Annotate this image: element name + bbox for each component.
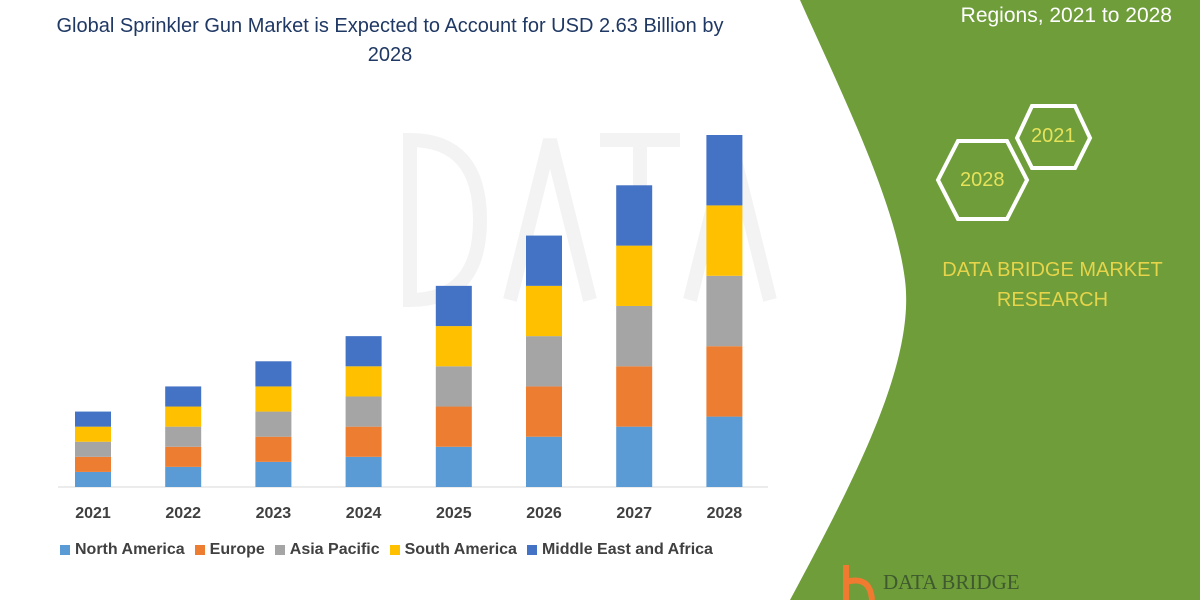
legend-label: Europe bbox=[209, 541, 265, 558]
bar-segment-north-america-2022 bbox=[165, 466, 202, 487]
x-tick-label: 2024 bbox=[346, 505, 382, 522]
legend-swatch bbox=[194, 545, 205, 555]
green-panel bbox=[790, 0, 1200, 600]
bar-segment-asia-pacific-2023 bbox=[255, 411, 292, 437]
bar-segment-europe-2025 bbox=[435, 406, 472, 447]
bar-segment-middle-east-and-africa-2023 bbox=[255, 361, 292, 387]
bar-segment-south-america-2026 bbox=[526, 285, 562, 337]
bar-segment-middle-east-and-africa-2021 bbox=[75, 411, 111, 427]
legend-swatch bbox=[274, 545, 285, 555]
bar-segment-south-america-2027 bbox=[616, 245, 653, 306]
bar-segment-europe-2028 bbox=[706, 346, 743, 417]
bar-segment-south-america-2023 bbox=[255, 386, 292, 412]
bar-segment-middle-east-and-africa-2024 bbox=[345, 336, 382, 367]
x-tick-label: 2027 bbox=[616, 505, 652, 522]
bar-segment-middle-east-and-africa-2026 bbox=[526, 235, 562, 286]
bar-segment-asia-pacific-2025 bbox=[435, 366, 472, 407]
bar-segment-north-america-2028 bbox=[706, 416, 743, 487]
x-tick-label: 2022 bbox=[165, 505, 201, 522]
bar-segment-north-america-2024 bbox=[345, 456, 382, 487]
bar-segment-asia-pacific-2024 bbox=[345, 396, 382, 427]
bar-segment-north-america-2021 bbox=[75, 471, 111, 487]
hexagon-2021 bbox=[1014, 104, 1093, 170]
x-tick-label: 2026 bbox=[526, 505, 562, 522]
legend-item: North America bbox=[60, 541, 185, 559]
bars bbox=[75, 135, 743, 487]
hex-year-2028: 2028 bbox=[960, 169, 1005, 191]
bar-segment-asia-pacific-2026 bbox=[526, 336, 562, 387]
bar-segment-europe-2021 bbox=[75, 456, 111, 472]
legend-item: South America bbox=[389, 541, 517, 559]
x-tick-label: 2021 bbox=[75, 505, 111, 522]
legend-label: Asia Pacific bbox=[289, 541, 380, 558]
brand-text: DATA BRIDGE MARKET RESEARCH bbox=[942, 259, 1163, 311]
legend-label: Middle East and Africa bbox=[541, 541, 713, 558]
bar-segment-middle-east-and-africa-2028 bbox=[706, 135, 743, 206]
legend: North America Europe Asia Pacific South … bbox=[60, 541, 713, 559]
bar-segment-middle-east-and-africa-2025 bbox=[435, 285, 472, 327]
bar-segment-south-america-2025 bbox=[435, 326, 472, 367]
bar-segment-south-america-2021 bbox=[75, 426, 111, 442]
x-tick-labels: 2021 2022 2023 2024 2025 2026 2027 2028 bbox=[75, 505, 742, 522]
legend-item: Middle East and Africa bbox=[526, 541, 713, 559]
chart-title: Global Sprinkler Gun Market is Expected … bbox=[56, 15, 724, 66]
bar-segment-europe-2026 bbox=[526, 386, 562, 437]
bar-segment-south-america-2024 bbox=[345, 366, 382, 397]
bar-segment-asia-pacific-2028 bbox=[706, 275, 743, 347]
logo-text: DATA BRIDGE bbox=[883, 570, 1020, 594]
legend-item: Europe bbox=[194, 541, 265, 559]
hex-year-2021: 2021 bbox=[1031, 125, 1076, 147]
hexagon-2028 bbox=[935, 139, 1030, 221]
x-tick-label: 2025 bbox=[436, 505, 472, 522]
legend-swatch bbox=[526, 545, 537, 555]
bar-segment-north-america-2027 bbox=[616, 426, 653, 487]
bar-segment-asia-pacific-2027 bbox=[616, 305, 653, 367]
bar-segment-europe-2023 bbox=[255, 436, 292, 462]
legend-label: South America bbox=[404, 541, 517, 558]
logo-icon bbox=[843, 565, 875, 600]
bar-segment-asia-pacific-2022 bbox=[165, 426, 202, 447]
bar-segment-europe-2027 bbox=[616, 366, 653, 427]
bar-segment-middle-east-and-africa-2027 bbox=[616, 185, 653, 246]
bar-segment-middle-east-and-africa-2022 bbox=[165, 386, 202, 407]
legend-swatch bbox=[60, 545, 70, 555]
legend-label: North America bbox=[75, 541, 185, 558]
x-tick-label: 2028 bbox=[707, 505, 743, 522]
bar-segment-asia-pacific-2021 bbox=[75, 441, 111, 457]
bar-segment-europe-2024 bbox=[345, 426, 382, 457]
legend-swatch bbox=[389, 545, 400, 555]
bar-segment-europe-2022 bbox=[165, 446, 202, 467]
bar-segment-north-america-2023 bbox=[255, 461, 292, 487]
panel-title: Regions, 2021 to 2028 bbox=[960, 4, 1172, 27]
bar-segment-south-america-2022 bbox=[165, 406, 202, 427]
bar-segment-north-america-2025 bbox=[435, 446, 472, 487]
legend-item: Asia Pacific bbox=[274, 541, 380, 559]
bar-segment-south-america-2028 bbox=[706, 205, 743, 276]
bar-segment-north-america-2026 bbox=[526, 436, 562, 487]
x-tick-label: 2023 bbox=[256, 505, 292, 522]
